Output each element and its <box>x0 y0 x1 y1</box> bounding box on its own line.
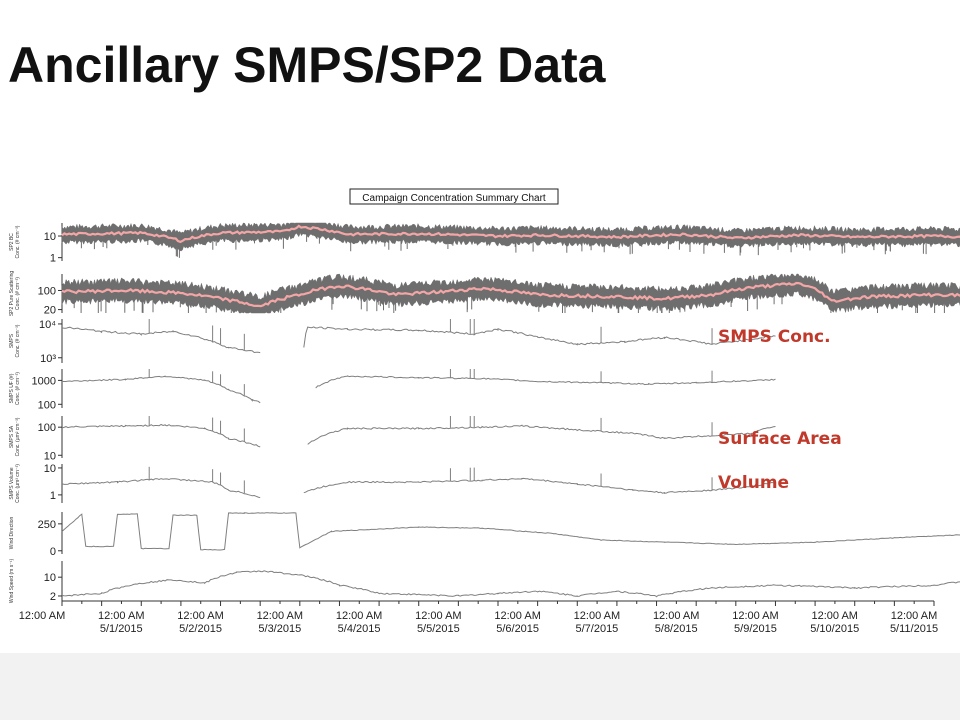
x-tick-label-time: 12:00 AM <box>257 610 303 622</box>
x-tick-label-time: 12:00 AM <box>891 610 937 622</box>
series-line <box>61 478 261 499</box>
y-axis-label: SP2 Pure ScatteringConc. (# cm⁻³) <box>9 271 21 317</box>
x-tick-label-date: 5/8/2015 <box>655 623 698 635</box>
slide-footer-band <box>0 653 960 720</box>
y-tick-label: 10 <box>44 463 56 475</box>
series-line <box>61 423 261 448</box>
volume-annotation: Volume <box>718 473 790 493</box>
x-tick-label-date: 5/7/2015 <box>575 623 618 635</box>
y-tick-label: 100 <box>38 285 56 297</box>
y-tick-label: 20 <box>44 305 56 317</box>
y-axis-label: SMPS SAConc. (µm² cm⁻³) <box>9 417 21 456</box>
y-tick-label: 2 <box>50 591 56 603</box>
x-tick-label-date: 5/9/2015 <box>734 623 777 635</box>
figure-area: Campaign Concentration Summary Chart 1 10 S… <box>0 183 960 653</box>
series-line <box>307 424 776 445</box>
x-tick-label-time: 12:00 AM <box>177 610 223 622</box>
series-line <box>303 477 776 494</box>
series-line <box>61 326 261 354</box>
x-tick-label-time: 12:00 AM <box>98 610 144 622</box>
x-tick-label-time: 12:00 AM <box>574 610 620 622</box>
y-axis-label: Wind Speed (m s⁻¹) <box>9 559 15 604</box>
y-tick-label: 10⁴ <box>39 319 56 331</box>
x-tick-label-time: 12:00 AM <box>19 610 65 622</box>
y-tick-label: 1 <box>50 253 56 265</box>
x-tick-label-time: 12:00 AM <box>336 610 382 622</box>
slide-title: Ancillary SMPS/SP2 Data <box>8 37 606 93</box>
x-tick-label-date: 5/6/2015 <box>496 623 539 635</box>
x-tick-label-date: 5/4/2015 <box>338 623 381 635</box>
y-tick-label: 1000 <box>32 375 56 387</box>
series-line <box>303 326 776 348</box>
smps-conc-annotation: SMPS Conc. <box>718 327 831 347</box>
y-tick-label: 10 <box>44 231 56 243</box>
y-tick-label: 100 <box>38 399 56 411</box>
y-tick-label: 10³ <box>40 353 56 365</box>
y-tick-label: 10 <box>44 572 56 584</box>
series-range-band <box>61 273 960 314</box>
y-axis-label: SP2 BCConc. (# cm⁻³) <box>9 225 21 258</box>
series-median-line <box>61 281 960 308</box>
x-tick-label-date: 5/3/2015 <box>258 623 301 635</box>
series-median-line <box>61 224 960 244</box>
y-tick-label: 0 <box>50 546 56 558</box>
y-tick-label: 250 <box>38 519 56 531</box>
summary-chart: Campaign Concentration Summary Chart110S… <box>9 188 960 635</box>
x-tick-label-time: 12:00 AM <box>494 610 540 622</box>
x-tick-label-time: 12:00 AM <box>732 610 778 622</box>
x-tick-label-date: 5/2/2015 <box>179 623 222 635</box>
x-tick-label-date: 5/5/2015 <box>417 623 460 635</box>
chart-title: Campaign Concentration Summary Chart <box>362 193 546 204</box>
y-tick-label: 10 <box>44 450 56 462</box>
series-line <box>61 375 261 404</box>
series-line <box>315 375 776 389</box>
series-line <box>61 570 960 598</box>
surface-area-annotation: Surface Area <box>718 429 842 449</box>
x-tick-label-time: 12:00 AM <box>653 610 699 622</box>
x-tick-label-date: 5/11/2015 <box>890 623 938 635</box>
x-tick-label-date: 5/10/2015 <box>810 623 859 635</box>
y-axis-label: SMPS UF (#)Conc. (# cm⁻³) <box>9 372 21 405</box>
series-spikes <box>73 284 945 313</box>
x-tick-label-time: 12:00 AM <box>811 610 857 622</box>
y-tick-label: 1 <box>50 490 56 502</box>
y-tick-label: 100 <box>38 422 56 434</box>
series-line <box>61 512 960 551</box>
series-spikes <box>80 227 932 258</box>
y-axis-label: SMPSConc. (# cm⁻³) <box>9 324 21 357</box>
y-axis-label: Wind Direction <box>9 517 15 550</box>
x-tick-label-date: 5/1/2015 <box>100 623 143 635</box>
x-tick-label-time: 12:00 AM <box>415 610 461 622</box>
y-axis-label: SMPS VolumeConc. (µm³ cm⁻³) <box>9 464 21 503</box>
chart-title-box <box>349 188 559 205</box>
